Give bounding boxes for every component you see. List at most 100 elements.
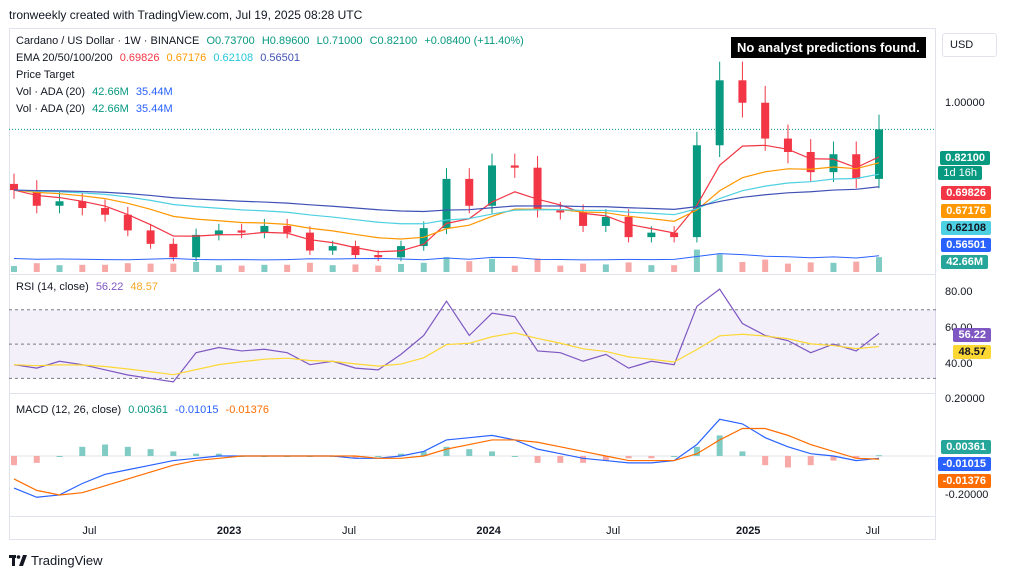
candle-body [647,232,656,238]
candle-body [806,152,815,173]
macd-histogram-bar [853,456,860,459]
volume-tag: 42.66M [941,255,988,269]
ohlc-high: H0.89600 [261,35,310,47]
volume-legend-label[interactable]: Vol · ADA (20) [16,103,86,115]
rsi-ma-value: 48.57 [130,281,158,293]
candle-body [783,138,792,152]
symbol-title[interactable]: Cardano / US Dollar · 1W · BINANCE [16,35,200,47]
candle-body [351,246,360,256]
macd-histogram-bar [193,453,200,456]
candle-body [283,225,292,233]
volume-value: 42.66M [92,103,129,115]
macd-line-tag: -0.01015 [937,457,991,471]
volume-bar [124,263,131,272]
volume-bar [420,262,427,272]
macd-histogram-bar [807,456,814,466]
volume-bar [33,263,40,272]
macd-histogram-bar [784,456,791,468]
price-target-label[interactable]: Price Target [16,69,75,81]
pane-divider[interactable] [9,516,936,517]
macd-histogram-bar [102,444,109,456]
pane-divider[interactable] [9,393,936,394]
candle-body [305,232,314,251]
macd-signal-line [13,427,880,496]
volume-bar [557,265,564,272]
volume-bar [625,262,632,272]
ema50-value: 0.67176 [166,52,207,64]
candle-body [328,246,337,251]
macd-histogram-bar [602,456,609,461]
candle-body [533,167,542,211]
rsi-axis-tick: 80.00 [945,286,973,298]
volume-bar [466,261,473,272]
chart-attribution: tronweekly created with TradingView.com,… [9,8,363,22]
ohlc-open: O0.73700 [206,35,255,47]
volume-bar [238,265,245,272]
volume-bar [671,265,678,272]
macd-line-value: -0.01015 [175,404,219,416]
rsi-legend-label[interactable]: RSI (14, close) [16,281,89,293]
ema100-value: 0.62108 [213,52,254,64]
tradingview-logo-icon [9,554,27,569]
macd-histogram-bar [56,456,63,457]
macd-histogram-bar [489,451,496,456]
candle-body [556,210,565,213]
volume-bar [375,265,382,272]
time-axis-label: 2024 [476,525,501,537]
candle-body [237,230,246,233]
candle-body [32,190,41,206]
candle-body [374,255,383,258]
macd-histogram-bar [716,435,723,456]
candle-body [442,178,451,229]
volume-bar [716,254,723,272]
ema20-value: 0.69826 [119,52,160,64]
macd-legend-label[interactable]: MACD (12, 26, close) [16,404,122,416]
macd-signal-value: -0.01376 [225,404,269,416]
macd-histogram-bar [420,451,427,456]
main-legend: Cardano / US Dollar · 1W · BINANCE O0.73… [16,33,524,118]
price-chart[interactable] [9,28,936,272]
volume-bar [853,261,860,272]
ema50-line [13,162,880,240]
volume-bar [876,257,882,272]
rsi-pane[interactable] [9,276,936,391]
candle-body [579,212,588,226]
macd-histogram-bar [580,456,587,463]
macd-histogram-bar [534,456,541,463]
currency-button[interactable]: USD [942,33,997,57]
time-axis-label: Jul [341,525,357,537]
volume-bar [489,258,496,272]
candle-body [10,183,18,191]
candle-body [488,165,497,206]
candle-body [146,230,155,244]
volume-bar [580,263,587,272]
ohlc-change: +0.08400 (+11.40%) [424,35,524,47]
macd-pane[interactable] [9,395,936,515]
candle-body [465,178,474,206]
macd-hist-value: 0.00361 [128,404,168,416]
candle-body [624,216,633,238]
macd-signal-tag: -0.01376 [937,474,991,488]
candle-body [260,225,269,233]
ema200-value: 0.56501 [260,52,300,64]
volume-bar [284,264,291,272]
ema50-tag: 0.67176 [941,204,991,218]
macd-histogram-bar [762,456,769,466]
macd-histogram-bar [11,456,17,466]
macd-hist-tag: 0.00361 [941,440,991,454]
volume-bar [79,264,86,272]
candle-body [169,243,178,258]
volume-value: 42.66M [92,86,129,98]
rsi-tag: 56.22 [953,328,991,342]
macd-histogram-bar [693,446,700,456]
macd-histogram-bar [79,446,86,456]
pane-divider[interactable] [9,274,936,275]
rsi-ma-tag: 48.57 [953,345,991,359]
volume-bar [830,262,837,272]
candle-body [670,232,679,238]
ema-legend-label[interactable]: EMA 20/50/100/200 [16,52,113,64]
ema100-line [13,173,880,225]
volume-legend-label[interactable]: Vol · ADA (20) [16,86,86,98]
candle-body [692,145,701,238]
volume-bar [397,264,404,272]
